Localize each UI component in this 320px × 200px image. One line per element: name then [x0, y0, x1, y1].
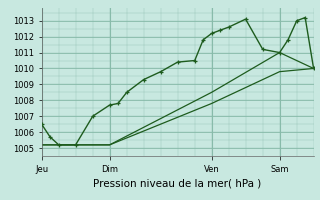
X-axis label: Pression niveau de la mer( hPa ): Pression niveau de la mer( hPa ) [93, 178, 262, 188]
